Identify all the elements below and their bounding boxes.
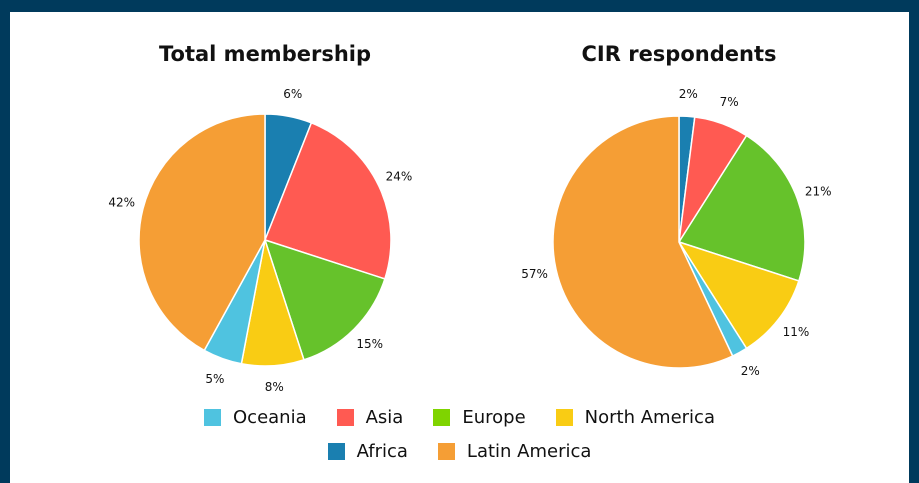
legend-item: North America bbox=[555, 406, 715, 428]
slice-label: 42% bbox=[108, 196, 135, 210]
legend-row: Oceania Asia Europe North America bbox=[0, 400, 919, 434]
pie-slice bbox=[677, 240, 800, 350]
slice-label: 21% bbox=[805, 184, 832, 198]
pie-slice bbox=[138, 113, 266, 352]
legend-swatch bbox=[327, 442, 345, 460]
legend-swatch bbox=[555, 408, 573, 426]
slice-label: 24% bbox=[386, 169, 413, 183]
pie-slice bbox=[264, 121, 392, 280]
legend-row: Africa Latin America bbox=[0, 434, 919, 468]
slice-label: 11% bbox=[783, 325, 810, 339]
slice-label: 7% bbox=[720, 95, 739, 109]
legend-item: Asia bbox=[336, 406, 404, 428]
legend-item: Latin America bbox=[437, 440, 592, 462]
legend-label: Europe bbox=[462, 406, 526, 428]
slice-label: 57% bbox=[521, 267, 548, 281]
legend-label: Asia bbox=[365, 406, 404, 428]
legend-item: Europe bbox=[433, 406, 526, 428]
legend: Oceania Asia Europe North America Africa Lati… bbox=[0, 400, 919, 468]
slice-label: 6% bbox=[283, 87, 302, 101]
pie-slice bbox=[677, 134, 806, 282]
slice-label: 15% bbox=[356, 337, 383, 351]
legend-label: Oceania bbox=[233, 406, 307, 428]
slice-label: 2% bbox=[679, 87, 698, 101]
legend-swatch bbox=[204, 408, 221, 426]
legend-swatch bbox=[336, 408, 354, 426]
legend-label: North America bbox=[584, 406, 715, 428]
pie-slice bbox=[552, 115, 734, 369]
chart-title: CIR respondents bbox=[582, 42, 777, 66]
chart-title: Total membership bbox=[159, 42, 371, 66]
slice-label: 5% bbox=[205, 372, 224, 386]
slice-label: 2% bbox=[741, 364, 760, 378]
legend-label: Africa bbox=[356, 440, 408, 462]
legend-item: Africa bbox=[327, 440, 408, 462]
legend-swatch bbox=[437, 442, 455, 460]
legend-item: Oceania bbox=[204, 407, 307, 428]
legend-label: Latin America bbox=[466, 440, 592, 462]
legend-swatch bbox=[433, 408, 451, 426]
slice-label: 8% bbox=[265, 380, 284, 394]
